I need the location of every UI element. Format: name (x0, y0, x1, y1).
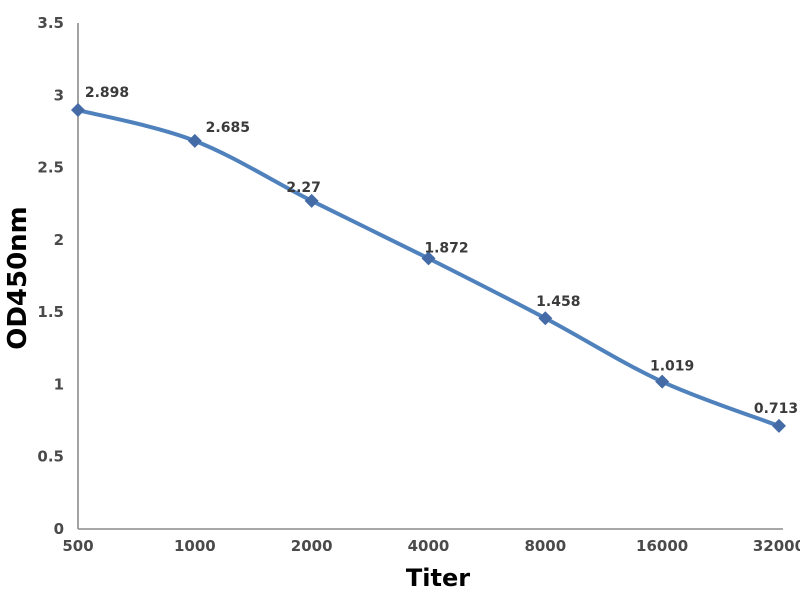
data-point-label: 0.713 (754, 401, 798, 417)
y-axis-title: OD450nm (3, 206, 33, 350)
data-point-label: 1.872 (424, 240, 468, 256)
y-tick-label: 1.5 (37, 303, 64, 321)
data-point-marker (771, 418, 786, 433)
y-tick-label: 1 (54, 375, 64, 393)
data-point-label: 1.458 (536, 294, 580, 310)
x-tick-label: 500 (62, 537, 93, 555)
tick-labels: 0 0.5 1 1.5 2 2.5 3 3.5 500 1000 2000 4000 8000 16000… (37, 14, 800, 555)
x-tick-label: 8000 (524, 537, 566, 555)
data-point-label: 2.685 (206, 120, 250, 136)
x-tick-label: 4000 (408, 537, 450, 555)
x-axis-title: Titer (406, 564, 470, 592)
series-group (71, 103, 786, 433)
y-tick-label: 3.5 (37, 14, 64, 32)
x-tick-label: 32000 (753, 537, 800, 555)
x-tick-label: 1000 (174, 537, 216, 555)
data-point-marker (304, 193, 319, 208)
data-point-marker (187, 133, 202, 148)
x-tick-label: 16000 (636, 537, 688, 555)
y-tick-label: 3 (54, 86, 64, 104)
y-tick-label: 0 (54, 520, 64, 538)
axes (77, 23, 783, 530)
data-labels: 2.898 2.685 2.27 1.872 1.458 1.019 0.713 (85, 85, 798, 417)
data-point-label: 2.27 (286, 180, 321, 196)
data-point-marker (655, 374, 670, 389)
y-tick-label: 0.5 (37, 448, 64, 466)
data-point-marker (538, 311, 553, 326)
series-line-od450nm (76, 108, 781, 428)
x-tick-label: 2000 (291, 537, 333, 555)
data-point-label: 2.898 (85, 85, 129, 101)
y-tick-label: 2.5 (37, 159, 64, 177)
data-point-marker (421, 251, 436, 266)
data-point-marker (71, 103, 85, 118)
data-point-label: 1.019 (650, 359, 694, 375)
y-tick-label: 2 (54, 231, 64, 249)
